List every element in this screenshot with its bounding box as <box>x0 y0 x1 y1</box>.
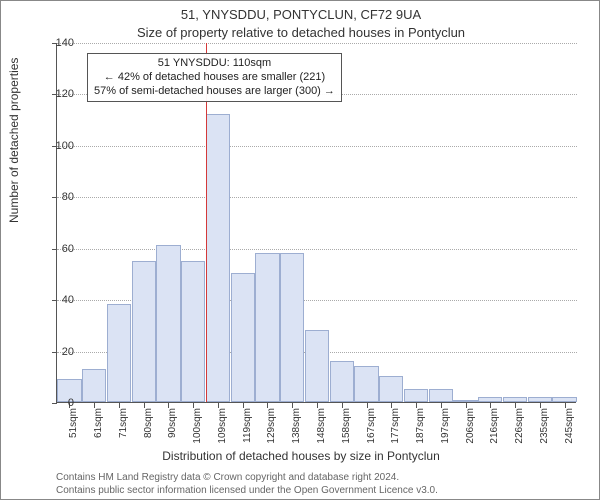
bar <box>181 261 205 402</box>
bar <box>379 376 403 402</box>
y-tick-label: 140 <box>44 37 74 49</box>
x-tick-label: 197sqm <box>440 408 451 444</box>
y-tick-label: 20 <box>44 346 74 358</box>
bar <box>305 330 329 402</box>
x-tick-label: 158sqm <box>341 408 352 444</box>
annotation-line-3: 57% of semi-detached houses are larger (… <box>94 85 335 99</box>
x-tick-label: 51sqm <box>68 408 79 438</box>
x-axis-label: Distribution of detached houses by size … <box>1 449 600 463</box>
bar <box>429 389 453 402</box>
x-tick-label: 90sqm <box>167 408 178 438</box>
bar <box>107 304 131 402</box>
bar <box>528 397 552 402</box>
x-tick-label: 177sqm <box>390 408 401 444</box>
x-tick-label: 206sqm <box>465 408 476 444</box>
y-axis-label: Number of detached properties <box>7 58 21 223</box>
plot-area: 51sqm61sqm71sqm80sqm90sqm100sqm109sqm119… <box>56 43 576 403</box>
bar <box>552 397 576 402</box>
y-tick-label: 60 <box>44 243 74 255</box>
bar <box>453 400 477 402</box>
footer-line-1: Contains HM Land Registry data © Crown c… <box>56 472 399 483</box>
x-tick-label: 216sqm <box>489 408 500 444</box>
gridline <box>57 249 577 250</box>
bar <box>330 361 354 402</box>
bar <box>156 245 180 402</box>
x-tick-label: 129sqm <box>266 408 277 444</box>
title-line-2: Size of property relative to detached ho… <box>1 25 600 40</box>
annotation-line-1: 51 YNYSDDU: 110sqm <box>94 57 335 71</box>
annotation-box: 51 YNYSDDU: 110sqm← 42% of detached hous… <box>87 53 342 102</box>
x-tick-label: 148sqm <box>316 408 327 444</box>
y-tick-label: 120 <box>44 88 74 100</box>
x-tick-label: 61sqm <box>93 408 104 438</box>
x-tick-label: 80sqm <box>143 408 154 438</box>
gridline <box>57 146 577 147</box>
annotation-line-2: ← 42% of detached houses are smaller (22… <box>94 71 335 85</box>
bar <box>404 389 428 402</box>
bar <box>132 261 156 402</box>
bar <box>503 397 527 402</box>
bar <box>231 273 255 402</box>
x-tick-label: 138sqm <box>291 408 302 444</box>
x-tick-label: 100sqm <box>192 408 203 444</box>
bar <box>255 253 279 402</box>
title-line-1: 51, YNYSDDU, PONTYCLUN, CF72 9UA <box>1 7 600 22</box>
y-tick-label: 80 <box>44 191 74 203</box>
gridline <box>57 43 577 44</box>
y-tick-label: 0 <box>44 397 74 409</box>
x-tick-label: 71sqm <box>118 408 129 438</box>
footer-line-2: Contains public sector information licen… <box>56 485 438 496</box>
y-tick-label: 40 <box>44 294 74 306</box>
bar <box>82 369 106 402</box>
x-tick-label: 226sqm <box>514 408 525 444</box>
chart-container: 51, YNYSDDU, PONTYCLUN, CF72 9UA Size of… <box>0 0 600 500</box>
x-tick-label: 119sqm <box>242 408 253 443</box>
gridline <box>57 197 577 198</box>
x-tick-label: 167sqm <box>366 408 377 444</box>
bar <box>354 366 378 402</box>
x-tick-label: 245sqm <box>564 408 575 444</box>
bar <box>478 397 502 402</box>
bar <box>206 114 230 402</box>
x-tick-label: 109sqm <box>217 408 228 444</box>
bar <box>280 253 304 402</box>
x-tick-label: 235sqm <box>539 408 550 444</box>
y-tick-label: 100 <box>44 140 74 152</box>
x-tick-label: 187sqm <box>415 408 426 444</box>
